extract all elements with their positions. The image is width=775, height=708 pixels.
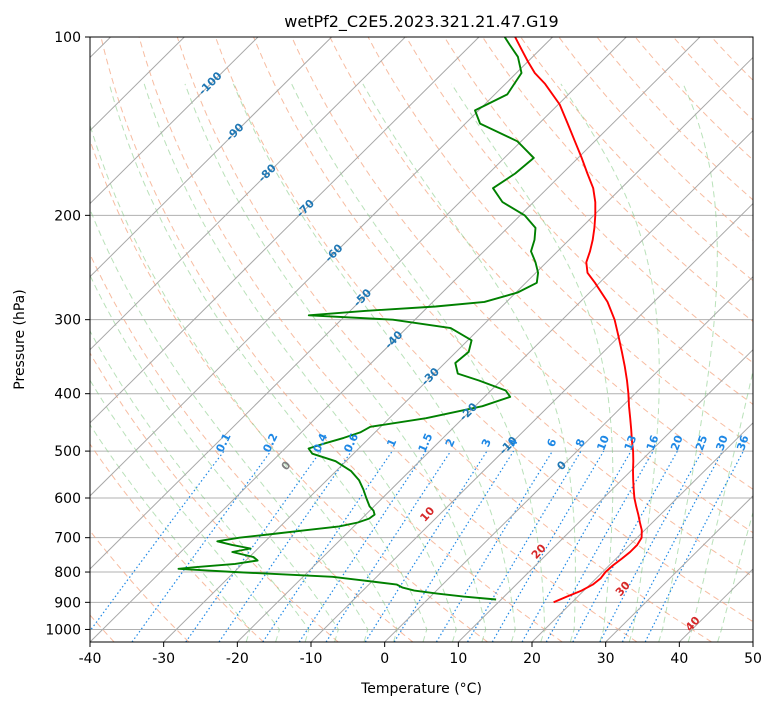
isotherm-line bbox=[90, 37, 480, 424]
y-tick-label: 1000 bbox=[45, 622, 81, 638]
x-tick-label: 40 bbox=[670, 651, 688, 667]
moist-adiabat bbox=[143, 83, 457, 642]
dry-adiabat bbox=[253, 37, 753, 578]
y-tick-label: 200 bbox=[54, 208, 81, 224]
moist-adiabat bbox=[560, 83, 660, 642]
isotherm-line bbox=[90, 37, 332, 278]
axes: -40 -30 -20 -10 0 10 20 30 40 50 100 200 300 400 500 60… bbox=[45, 30, 762, 667]
mixing-ratio-label: 10 bbox=[594, 433, 612, 452]
moist-adiabat bbox=[291, 83, 546, 642]
temperature-line bbox=[514, 37, 643, 604]
isotherm-line bbox=[90, 37, 553, 497]
moist-adiabat bbox=[90, 330, 310, 642]
dry-adiabat bbox=[329, 37, 753, 490]
dry-adiabat bbox=[482, 37, 753, 323]
dry-adiabat bbox=[90, 443, 264, 642]
x-tick-label: -40 bbox=[79, 651, 102, 667]
plot-area bbox=[90, 37, 753, 642]
isotherm-line bbox=[90, 37, 406, 351]
y-axis-title: Pressure (hPa) bbox=[12, 289, 28, 389]
dry-adiabat bbox=[100, 37, 563, 642]
mixing-ratio-label: 16 bbox=[644, 433, 662, 452]
dry-adiabat bbox=[367, 37, 753, 448]
mixing-ratio-label: 36 bbox=[734, 433, 751, 452]
mixing-ratio-label: 20 bbox=[668, 433, 686, 452]
moist-adiabat bbox=[362, 83, 576, 642]
y-tick-label: 800 bbox=[54, 565, 81, 581]
dry-adiabat bbox=[90, 253, 414, 642]
x-tick-label: -10 bbox=[300, 651, 323, 667]
moist-adiabat bbox=[108, 83, 428, 642]
moist-adiabat bbox=[232, 83, 516, 642]
x-axis-title: Temperature (°C) bbox=[360, 681, 482, 697]
dry-adiabat bbox=[176, 37, 712, 642]
mixing-ratio-line bbox=[435, 450, 554, 642]
y-tick-label: 500 bbox=[54, 444, 81, 460]
isotherm-line bbox=[531, 422, 753, 642]
y-tick-label: 300 bbox=[54, 313, 81, 329]
dry-adiabat bbox=[291, 37, 753, 534]
moist-adiabat bbox=[184, 83, 487, 642]
plot-frame bbox=[89, 36, 754, 643]
y-tick-label: 600 bbox=[54, 491, 81, 507]
x-tick-label: 0 bbox=[380, 651, 389, 667]
y-tick-label: 100 bbox=[54, 30, 81, 46]
isotherm-line bbox=[236, 129, 753, 642]
moist-adiabat bbox=[90, 274, 339, 642]
mixing-ratio-line bbox=[364, 450, 488, 642]
moist-adiabat bbox=[90, 423, 251, 642]
y-tick-label: 400 bbox=[54, 387, 81, 403]
moist-adiabat bbox=[90, 379, 281, 642]
dry-adiabat bbox=[90, 530, 190, 642]
x-tick-label: 20 bbox=[523, 651, 541, 667]
isotherm-line bbox=[310, 202, 753, 642]
isotherm-line bbox=[457, 349, 753, 642]
mixing-ratio-line bbox=[521, 450, 632, 642]
x-tick-label: 10 bbox=[449, 651, 467, 667]
mixing-ratio-line bbox=[131, 450, 272, 642]
x-tick-label: 30 bbox=[597, 651, 615, 667]
x-tick-label: 50 bbox=[744, 651, 762, 667]
isotherm-line bbox=[90, 37, 259, 205]
mixing-ratio-label: 13 bbox=[622, 433, 640, 452]
dry-adiabat bbox=[558, 37, 753, 241]
mixing-ratio-label: 8 bbox=[573, 437, 588, 449]
dry-adiabat bbox=[596, 37, 753, 201]
isotherm-line bbox=[605, 495, 753, 642]
gridlines bbox=[90, 37, 753, 630]
mixing-ratio-line bbox=[491, 450, 605, 642]
y-tick-label: 900 bbox=[54, 595, 81, 611]
mixing-ratio-line bbox=[185, 450, 322, 642]
isotherm-line bbox=[752, 641, 753, 642]
dry-adiabats bbox=[90, 37, 753, 642]
mixing-ratio-line bbox=[599, 450, 703, 642]
dry-adiabat bbox=[138, 37, 638, 642]
chart-title: wetPf2_C2E5.2023.321.21.47.G19 bbox=[284, 12, 558, 32]
x-tick-label: -20 bbox=[226, 651, 249, 667]
x-tick-label: -30 bbox=[152, 651, 175, 667]
dewpoint-line bbox=[177, 37, 540, 601]
mixing-ratio-line bbox=[466, 450, 582, 642]
dry-adiabat bbox=[215, 37, 753, 623]
dry-adiabat bbox=[443, 37, 753, 364]
mixing-ratio-label: 25 bbox=[693, 434, 710, 453]
moist-adiabat bbox=[658, 83, 718, 642]
mixing-ratio-line bbox=[393, 450, 515, 642]
y-tick-label: 700 bbox=[54, 531, 81, 547]
mixing-ratio-line bbox=[572, 450, 678, 642]
isotherm-line bbox=[90, 37, 701, 642]
profile-lines bbox=[177, 37, 643, 604]
mixing-ratio-line bbox=[262, 450, 393, 642]
mixing-ratio-label: 30 bbox=[713, 433, 730, 452]
isotherm-line bbox=[384, 275, 753, 642]
isotherm-line bbox=[90, 37, 627, 570]
